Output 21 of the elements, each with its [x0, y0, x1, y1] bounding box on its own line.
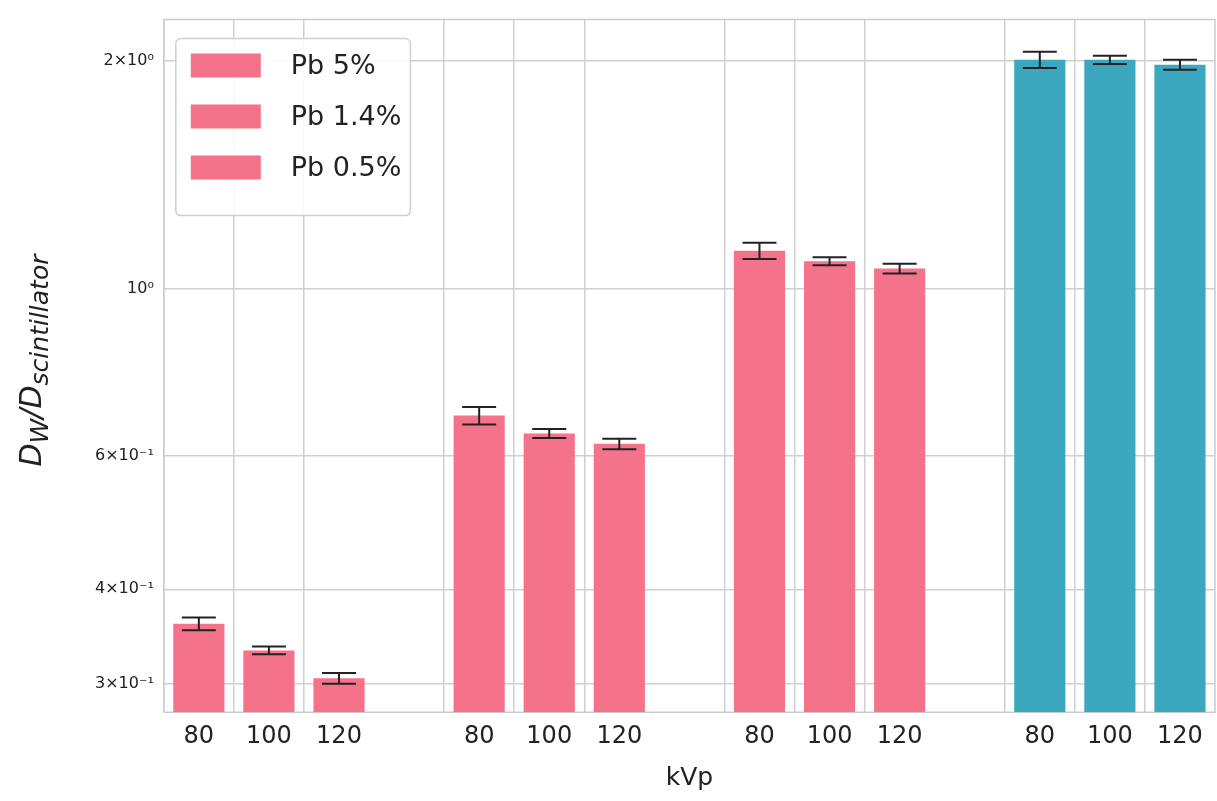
x-tick-label: 120 [876, 720, 923, 749]
x-axis-title: kVp [665, 761, 714, 791]
y-tick-label: 2×10⁰ [103, 50, 154, 70]
y-tick-label: 6×10⁻¹ [94, 445, 154, 465]
x-tick-label: 120 [316, 720, 362, 749]
legend-label: Pb 1.4% [290, 99, 402, 131]
x-tick-label: 80 [183, 720, 215, 749]
y-tick-label: 4×10⁻¹ [94, 578, 154, 598]
y-tick-label: 10⁰ [127, 277, 154, 297]
x-tick-label: 120 [596, 720, 643, 749]
x-tick-label: 100 [246, 720, 292, 749]
x-tick-label: 80 [1024, 720, 1056, 749]
x-tick-label: 120 [1157, 720, 1203, 749]
x-tick-label: 80 [463, 720, 495, 749]
legend-label: Pb 5% [290, 48, 376, 80]
y-tick-label: 3×10⁻¹ [94, 672, 154, 692]
x-tick-label: 100 [526, 720, 573, 749]
x-tick-label: 100 [806, 720, 853, 749]
x-tick-label: 100 [1086, 720, 1133, 749]
legend-label: Pb 0.5% [290, 150, 402, 182]
x-tick-label: 80 [744, 720, 775, 749]
